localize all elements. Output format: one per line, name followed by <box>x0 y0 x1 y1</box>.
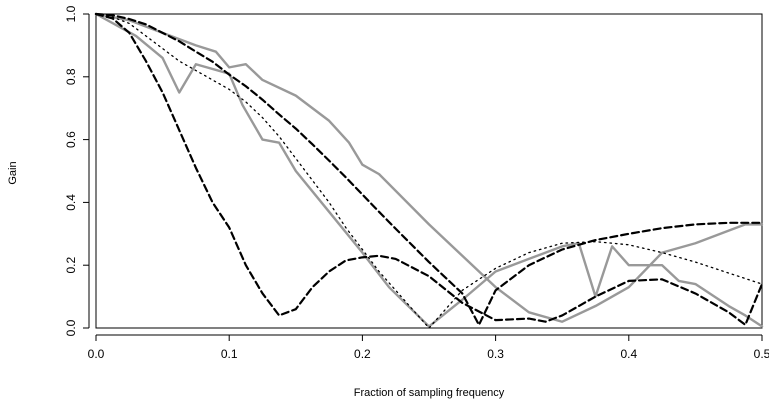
x-tick-label: 0.2 <box>354 347 371 361</box>
series-5-line <box>94 12 764 326</box>
x-tick-label: 0.4 <box>620 347 637 361</box>
x-axis-title: Fraction of sampling frequency <box>354 387 505 399</box>
y-tick-label: 0.6 <box>64 131 78 148</box>
series-layer <box>94 12 764 329</box>
series-1-line <box>94 12 764 328</box>
x-tick-label: 0.1 <box>221 347 238 361</box>
x-axis: 0.0 0.1 0.2 0.3 0.4 0.5 <box>88 334 769 361</box>
y-axis: 0.0 0.2 0.4 0.6 0.8 1.0 <box>64 5 90 336</box>
y-tick-label: 0.4 <box>64 194 78 211</box>
y-tick-label: 0.2 <box>64 257 78 274</box>
series-3-line <box>95 13 763 329</box>
series-4-line <box>94 12 764 326</box>
y-axis-title: Gain <box>7 161 19 184</box>
plot-border <box>95 13 763 329</box>
series-2-line <box>94 12 764 323</box>
plot-frame <box>95 13 763 329</box>
x-tick-label: 0.0 <box>88 347 105 361</box>
x-tick-label: 0.5 <box>754 347 769 361</box>
y-tick-label: 0.0 <box>64 319 78 336</box>
x-tick-label: 0.3 <box>487 347 504 361</box>
y-tick-label: 1.0 <box>64 5 78 22</box>
y-tick-label: 0.8 <box>64 68 78 85</box>
